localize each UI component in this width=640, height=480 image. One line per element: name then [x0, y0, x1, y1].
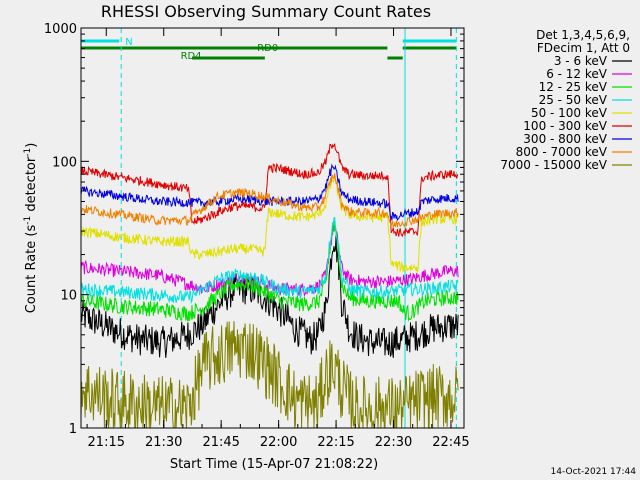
x-tick-label: 21:45 — [202, 435, 239, 450]
y-tick-label: 100 — [52, 155, 77, 170]
x-tick-label: 21:15 — [88, 435, 125, 450]
plot-area: N RD0 RD4 — [80, 27, 465, 429]
legend-entry-label: 25 - 50 keV — [539, 93, 608, 107]
legend: Det 1,3,4,5,6,9, FDecim 1, Att 0 3 - 6 k… — [500, 28, 632, 172]
legend-entry-label: 50 - 100 keV — [531, 106, 608, 120]
series-line — [80, 143, 459, 238]
footer-timestamp: 14-Oct-2021 17:44 — [551, 467, 637, 477]
legend-header-line-1: Det 1,3,4,5,6,9, — [536, 28, 630, 42]
mode-bar-label: RD0 — [257, 43, 278, 54]
y-axis-label-end: ) — [24, 143, 39, 148]
y-axis-label-mid: detector — [24, 156, 39, 216]
y-tick-label: 1 — [69, 422, 77, 437]
x-tick-label: 22:00 — [260, 435, 297, 450]
y-axis-label-sup2: -1 — [23, 148, 33, 157]
x-tick-label: 22:15 — [317, 435, 354, 450]
legend-entry-label: 6 - 12 keV — [546, 67, 608, 81]
series-line — [80, 220, 459, 322]
series-lines — [80, 143, 459, 429]
legend-header-line-2: FDecim 1, Att 0 — [537, 41, 630, 55]
legend-entry-label: 100 - 300 keV — [523, 119, 607, 133]
y-axis-label-sup1: -1 — [23, 216, 33, 225]
y-tick-label: 1000 — [44, 22, 77, 37]
series-line — [80, 216, 459, 305]
y-axis-ticks: 1 10 100 1000 — [44, 22, 464, 437]
series-line — [80, 176, 459, 273]
mode-bar-label: RD4 — [181, 51, 202, 62]
y-axis-label-main: Count Rate (s — [24, 225, 39, 314]
series-line — [80, 221, 459, 297]
legend-entry-label: 12 - 25 keV — [539, 80, 608, 94]
x-tick-label: 22:30 — [375, 435, 412, 450]
x-axis-label: Start Time (15-Apr-07 21:08:22) — [170, 457, 378, 472]
legend-entry-label: 300 - 800 keV — [523, 132, 607, 146]
chart-title: RHESSI Observing Summary Count Rates — [101, 2, 431, 21]
series-line — [80, 321, 459, 429]
x-tick-label: 22:45 — [432, 435, 469, 450]
mode-bar-label: N — [125, 37, 132, 48]
x-axis-ticks: 21:15 21:30 21:45 22:00 22:15 22:30 22:45 — [86, 28, 470, 450]
mode-bars: N RD0 RD4 — [81, 37, 457, 62]
y-tick-label: 10 — [60, 289, 77, 304]
x-tick-label: 21:30 — [145, 435, 182, 450]
series-line — [80, 173, 459, 229]
legend-entry-label: 3 - 6 keV — [554, 54, 608, 68]
legend-entry-label: 800 - 7000 keV — [516, 145, 608, 159]
y-axis-label: Count Rate (s-1 detector-1) — [23, 143, 39, 314]
legend-entry-label: 7000 - 15000 keV — [500, 158, 607, 172]
plot-frame — [80, 27, 465, 429]
series-line — [80, 234, 459, 358]
